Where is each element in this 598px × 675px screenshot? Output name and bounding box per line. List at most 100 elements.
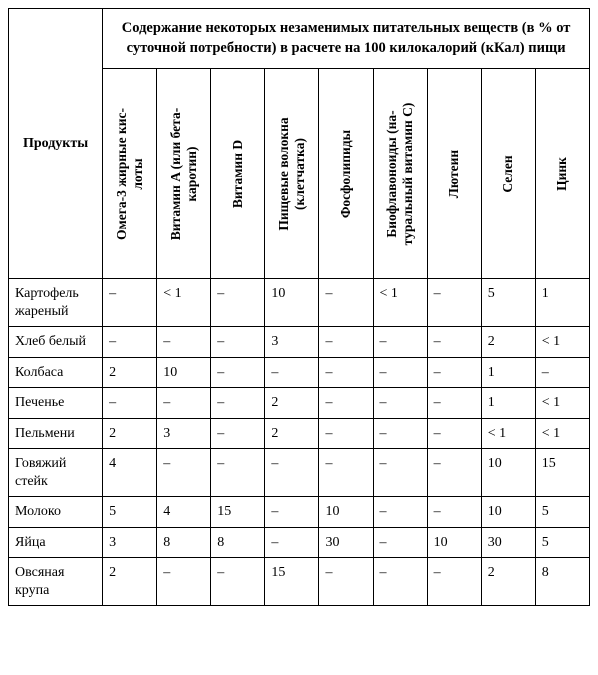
cell: – [373,449,427,497]
cell: 2 [481,327,535,358]
col-vitamin-a: Витамин A (или бета-каротин) [157,69,211,279]
cell: – [427,558,481,606]
cell: 2 [103,418,157,449]
cell: 5 [535,497,589,528]
row-label: Говяжий стейк [9,449,103,497]
cell: – [319,418,373,449]
table-row: Яйца388–30–10305 [9,527,590,558]
cell: < 1 [373,279,427,327]
row-label: Пельмени [9,418,103,449]
cell: 8 [535,558,589,606]
table-row: Печенье–––2–––1< 1 [9,388,590,419]
col-lutein: Лютеин [427,69,481,279]
cell: – [535,357,589,388]
cell: 5 [481,279,535,327]
cell: – [103,388,157,419]
cell: – [373,558,427,606]
table-row: Картофель жареный–< 1–10–< 1–51 [9,279,590,327]
cell: – [157,449,211,497]
cell: 5 [535,527,589,558]
cell: < 1 [535,388,589,419]
row-label: Картофель жареный [9,279,103,327]
cell: – [157,388,211,419]
col-fiber: Пищевые волокна(клетчатка) [265,69,319,279]
cell: – [373,497,427,528]
col-vitamin-d: Витамин D [211,69,265,279]
cell: 2 [481,558,535,606]
cell: 10 [157,357,211,388]
cell: 15 [211,497,265,528]
cell: 3 [103,527,157,558]
cell: – [211,449,265,497]
cell: 30 [319,527,373,558]
table-body: Картофель жареный–< 1–10–< 1–51Хлеб белы… [9,279,590,606]
row-label: Овсяная крупа [9,558,103,606]
cell: – [211,279,265,327]
cell: 10 [481,449,535,497]
table-caption: Содержание некоторых незаменимых питател… [103,9,590,69]
nutrients-table: Продукты Содержание некоторых незаменимы… [8,8,590,606]
cell: 15 [535,449,589,497]
cell: – [427,497,481,528]
col-bioflavonoids: Биофлавоноиды (на-туральный витамин C) [373,69,427,279]
table-row: Молоко5415–10––105 [9,497,590,528]
cell: 10 [427,527,481,558]
cell: – [103,327,157,358]
cell: 2 [103,357,157,388]
cell: 5 [103,497,157,528]
cell: < 1 [157,279,211,327]
cell: – [373,527,427,558]
cell: – [427,449,481,497]
col-selenium: Селен [481,69,535,279]
cell: – [319,357,373,388]
cell: 2 [265,418,319,449]
cell: – [319,327,373,358]
cell: – [373,418,427,449]
cell: 10 [265,279,319,327]
cell: – [319,449,373,497]
cell: < 1 [535,418,589,449]
row-label: Печенье [9,388,103,419]
cell: – [319,558,373,606]
cell: 10 [481,497,535,528]
cell: – [373,388,427,419]
cell: – [373,327,427,358]
table-row: Пельмени23–2–––< 1< 1 [9,418,590,449]
table-row: Овсяная крупа2––15–––28 [9,558,590,606]
cell: < 1 [481,418,535,449]
cell: 10 [319,497,373,528]
row-label: Хлеб белый [9,327,103,358]
cell: 2 [265,388,319,419]
cell: – [265,497,319,528]
cell: 8 [157,527,211,558]
cell: – [103,279,157,327]
cell: – [265,449,319,497]
col-phospholipids: Фосфолипиды [319,69,373,279]
cell: – [427,357,481,388]
cell: 3 [265,327,319,358]
cell: 4 [103,449,157,497]
cell: – [211,558,265,606]
cell: 1 [481,388,535,419]
cell: 3 [157,418,211,449]
cell: – [319,388,373,419]
cell: – [157,327,211,358]
cell: 8 [211,527,265,558]
col-zinc: Цинк [535,69,589,279]
row-label: Молоко [9,497,103,528]
cell: – [211,327,265,358]
cell: – [211,418,265,449]
cell: 30 [481,527,535,558]
cell: – [265,527,319,558]
row-label: Яйца [9,527,103,558]
cell: 2 [103,558,157,606]
table-row: Говяжий стейк4––––––1015 [9,449,590,497]
cell: – [157,558,211,606]
cell: 4 [157,497,211,528]
row-label: Колбаса [9,357,103,388]
cell: – [427,418,481,449]
col-omega3: Омега-3 жирные кис-лоты [103,69,157,279]
cell: < 1 [535,327,589,358]
row-header: Продукты [9,9,103,279]
cell: 1 [535,279,589,327]
